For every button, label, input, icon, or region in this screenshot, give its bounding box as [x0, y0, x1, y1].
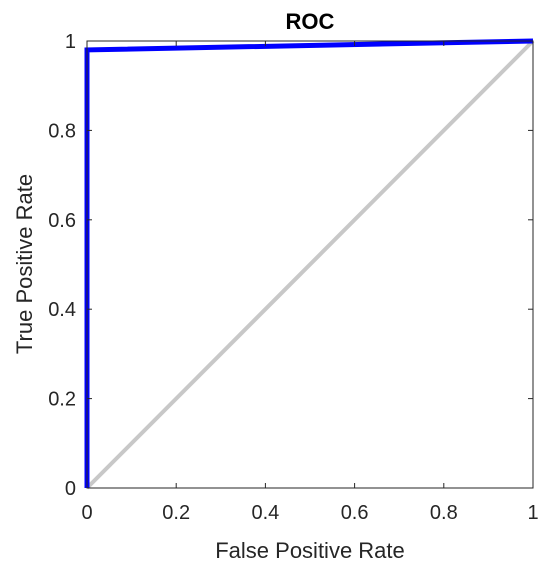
chance-diagonal-line: [85, 39, 535, 490]
y-tick-label: 1: [65, 31, 76, 53]
x-axis-label: False Positive Rate: [215, 538, 405, 563]
x-tick-label: 0.4: [251, 502, 279, 524]
x-tick-label: 0: [81, 502, 92, 524]
y-axis-label: True Positive Rate: [12, 174, 37, 354]
x-tick-label: 0.2: [162, 502, 190, 524]
chart-title: ROC: [286, 9, 335, 34]
y-tick-label: 0.2: [48, 389, 76, 411]
x-tick-label: 0.8: [430, 502, 458, 524]
x-tick-label: 0.6: [341, 502, 369, 524]
y-tick-label: 0.6: [48, 210, 76, 232]
y-tick-label: 0: [65, 478, 76, 500]
plot-frame: [86, 40, 534, 489]
x-tick-label: 1: [527, 502, 538, 524]
y-tick-label: 0.8: [48, 120, 76, 142]
y-tick-label: 0.4: [48, 299, 76, 321]
